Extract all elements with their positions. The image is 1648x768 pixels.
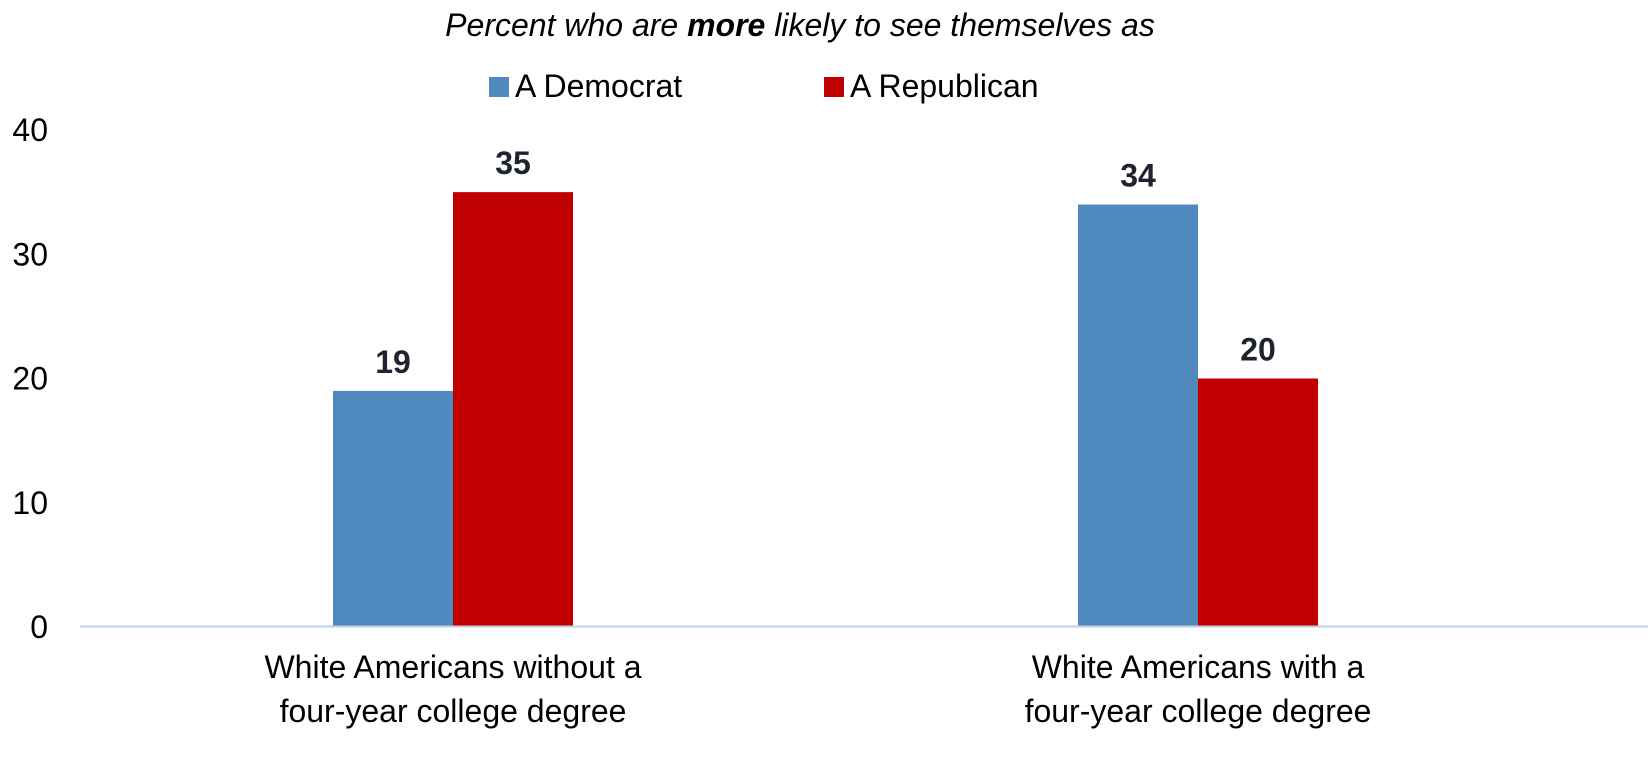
legend-label-republican: A Republican (850, 68, 1039, 104)
data-label-a-republican: 35 (495, 145, 531, 181)
category-labels: White Americans without a four-year colle… (264, 649, 1371, 729)
category-label: White Americans without a four-year colle… (264, 649, 641, 729)
bar-a-democrat (333, 390, 453, 627)
y-axis: 0 10 20 30 40 (12, 112, 48, 645)
legend-swatch-republican (824, 77, 844, 97)
subtitle-emphasis: more (687, 7, 765, 43)
category-label-line: White Americans without a (264, 649, 641, 685)
data-label-a-republican: 20 (1240, 332, 1276, 368)
legend: A Democrat A Republican (489, 68, 1039, 104)
legend-label-democrat: A Democrat (515, 68, 682, 104)
category-label-line: White Americans with a (1032, 649, 1365, 685)
y-tick-label: 20 (12, 361, 48, 397)
data-label-a-democrat: 19 (375, 344, 411, 380)
data-label-a-democrat: 34 (1120, 158, 1156, 194)
bar-a-republican (453, 192, 573, 627)
subtitle-after: likely to see themselves as (765, 7, 1155, 43)
legend-swatch-democrat (489, 77, 509, 97)
y-tick-label: 0 (30, 609, 48, 645)
y-tick-label: 40 (12, 112, 48, 148)
chart-subtitle: Percent who are more likely to see thems… (445, 7, 1155, 43)
y-tick-label: 30 (12, 236, 48, 272)
bar-a-democrat (1078, 204, 1198, 628)
data-labels: 19 35 34 20 (375, 145, 1276, 380)
category-label-line: four-year college degree (280, 693, 627, 729)
category-label-line: four-year college degree (1025, 693, 1372, 729)
y-tick-label: 10 (12, 485, 48, 521)
category-label: White Americans with a four-year college … (1025, 649, 1372, 729)
subtitle-before: Percent who are (445, 7, 687, 43)
bars (333, 192, 1318, 628)
bar-a-republican (1198, 378, 1318, 627)
